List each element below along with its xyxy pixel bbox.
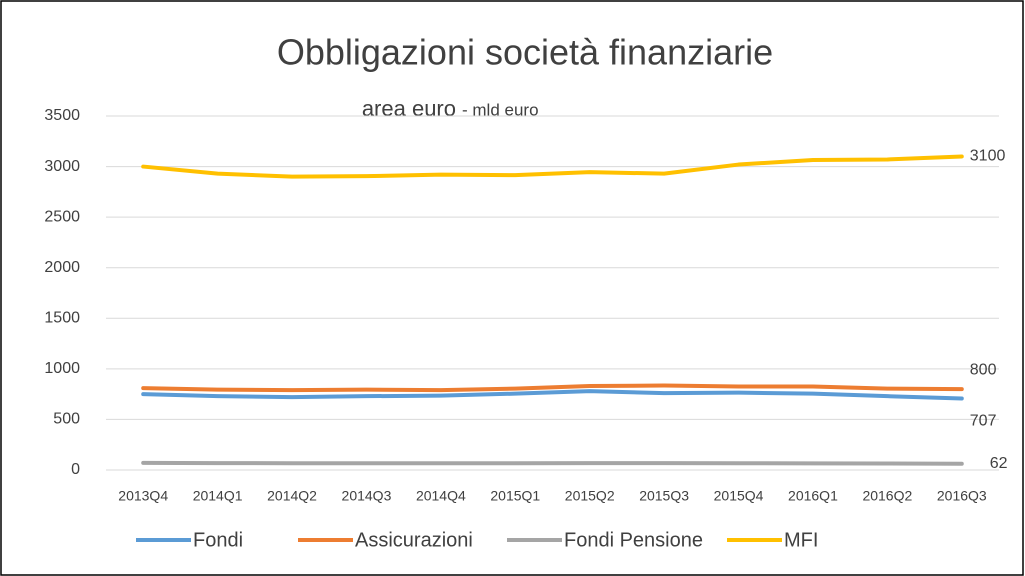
data-label: 800 [970,361,997,378]
x-tick-label: 2016Q1 [788,488,838,504]
y-tick-label: 1000 [44,360,80,377]
x-tick-label: 2015Q4 [714,488,764,504]
y-tick-label: 500 [53,411,80,428]
legend-label: Assicurazioni [355,529,473,551]
chart-title: Obbligazioni società finanziarie [277,32,773,73]
legend-label: Fondi Pensione [564,529,703,551]
legend-label: Fondi [193,529,243,551]
chart-subtitle-unit: - mld euro [462,100,539,119]
x-tick-label: 2014Q3 [342,488,392,504]
x-tick-label: 2015Q3 [639,488,689,504]
x-tick-label: 2016Q2 [862,488,912,504]
x-tick-label: 2014Q4 [416,488,466,504]
series-line [141,389,964,401]
y-tick-label: 3000 [44,158,80,175]
x-tick-label: 2015Q1 [490,488,540,504]
legend-label: MFI [784,529,818,551]
x-tick-label: 2015Q2 [565,488,615,504]
y-tick-label: 1500 [44,310,80,327]
x-tick-label: 2014Q2 [267,488,317,504]
x-tick-label: 2016Q3 [937,488,987,504]
data-label: 62 [990,455,1008,472]
series-line [141,154,964,179]
chart-subtitle: area euro [362,96,456,121]
series-line [141,383,964,393]
data-label: 3100 [970,148,1006,165]
series-line [141,460,964,466]
data-label: 707 [970,413,997,430]
y-tick-label: 3500 [44,107,80,124]
y-tick-label: 2500 [44,208,80,225]
x-tick-label: 2014Q1 [193,488,243,504]
y-tick-label: 2000 [44,259,80,276]
y-tick-label: 0 [71,461,80,478]
x-tick-label: 2013Q4 [118,488,168,504]
